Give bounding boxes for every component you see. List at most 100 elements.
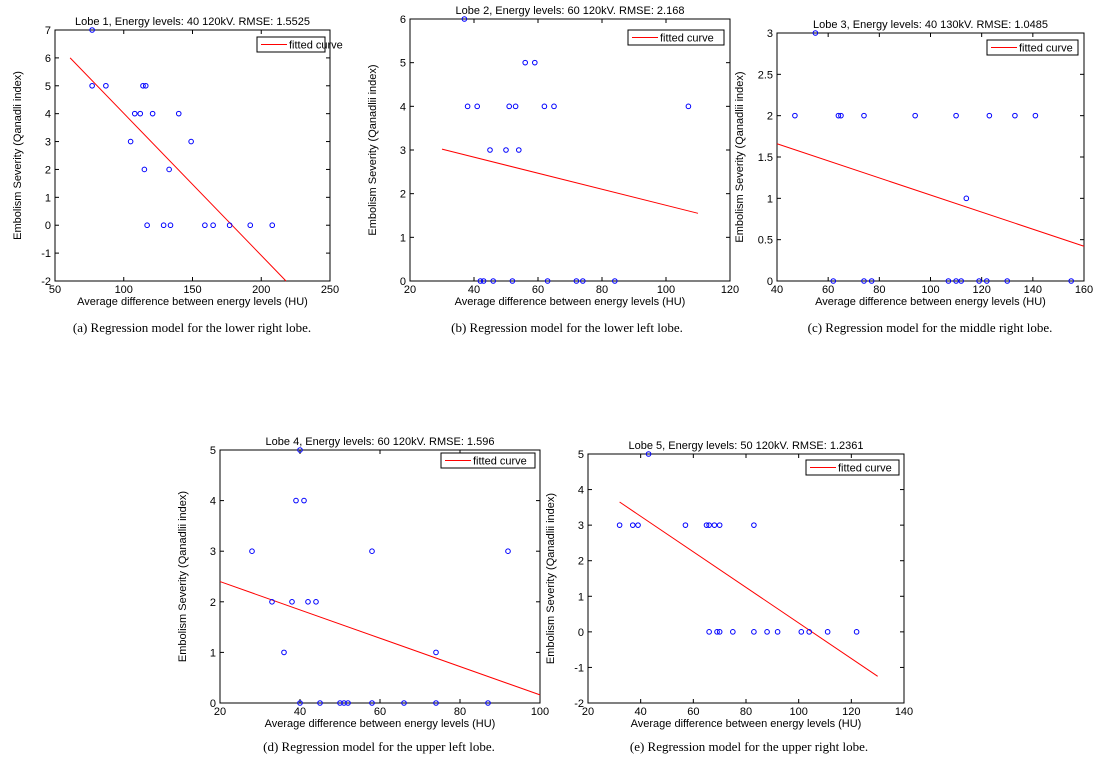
data-point: [506, 103, 513, 110]
data-point: [149, 110, 156, 117]
y-axis-label: Embolism Severity (Qanadlii index): [545, 493, 557, 664]
data-point: [369, 700, 375, 706]
data-point: [127, 138, 134, 145]
legend: fitted curve: [805, 459, 900, 476]
data-point: [313, 599, 319, 605]
data-point: [544, 278, 551, 284]
data-point: [706, 629, 712, 635]
chart-title: Lobe 3, Energy levels: 40 130kV. RMSE: 1…: [813, 19, 1048, 31]
data-point: [963, 195, 970, 202]
data-point: [976, 278, 982, 284]
data-point: [297, 447, 303, 453]
chart-2: 20 40 60 80 100 120 0 1 2 3 4 5 6 Lobe 2, Energy leve…: [367, 5, 739, 335]
y-tick-label: 0.5: [758, 235, 773, 247]
data-point: [612, 278, 618, 284]
data-point: [141, 166, 148, 173]
x-axis-label: Average difference between energy levels…: [77, 296, 308, 308]
y-tick-label: 5: [45, 81, 51, 93]
data-point: [953, 278, 959, 284]
y-tick-label: 6: [45, 53, 51, 65]
data-point: [751, 629, 757, 635]
y-tick-label: 4: [400, 101, 406, 113]
fitted-curve-line: [69, 57, 287, 282]
y-tick-label: 3: [45, 137, 51, 149]
y-tick-label: 6: [400, 14, 406, 26]
x-tick-label: 120: [972, 284, 990, 296]
legend-box: [256, 36, 326, 53]
y-tick-label: 0: [400, 276, 406, 288]
data-point: [269, 222, 276, 229]
data-point: [341, 700, 347, 706]
data-point: [682, 522, 689, 528]
chart-title: Lobe 1, Energy levels: 40 120kV. RMSE: 1…: [75, 16, 310, 28]
x-tick-label: 40: [635, 706, 647, 718]
y-tick-label: 3: [578, 520, 584, 532]
data-point: [685, 103, 692, 110]
legend-label: fitted curve: [660, 33, 714, 45]
data-point: [490, 278, 497, 284]
y-tick-label: 2: [767, 111, 773, 123]
data-point: [202, 222, 208, 229]
plot-frame: [219, 449, 541, 704]
chart-3: 40 60 80 100 120 140 160 0 0.5 1 1.5 2 2.5 3 Lobe 3, E…: [734, 19, 1093, 335]
data-point: [464, 103, 471, 110]
data-point: [505, 548, 511, 555]
x-tick-label: 100: [531, 706, 549, 718]
x-tick-label: 20: [582, 706, 594, 718]
x-tick-label: 60: [687, 706, 699, 718]
data-point: [301, 497, 307, 504]
data-point: [89, 27, 95, 33]
y-tick-label: 2.5: [758, 69, 773, 81]
data-point: [806, 629, 813, 635]
data-point: [645, 451, 652, 457]
x-tick-label: 60: [822, 284, 834, 296]
data-point: [474, 103, 481, 110]
y-tick-label: 4: [210, 496, 216, 508]
data-point: [616, 522, 623, 528]
data-point: [487, 147, 493, 153]
data-point: [247, 222, 254, 229]
x-tick-label: 140: [1024, 284, 1042, 296]
y-tick-label: 3: [210, 546, 216, 558]
x-tick-label: 120: [721, 284, 739, 296]
data-point: [958, 278, 965, 284]
legend-box: [986, 39, 1079, 56]
chart-title: Lobe 2, Energy levels: 60 120kV. RMSE: 2…: [456, 5, 685, 17]
y-axis-label: Embolism Severity (Qanadlii index): [177, 491, 189, 662]
data-point: [142, 82, 149, 89]
chart-title: Lobe 4, Energy levels: 60 120kV. RMSE: 1…: [266, 436, 495, 448]
y-tick-label: -1: [574, 662, 584, 674]
data-point: [509, 278, 516, 284]
figure-caption: (a) Regression model for the lower right…: [73, 320, 311, 335]
y-tick-label: -1: [41, 248, 51, 260]
data-point: [1068, 278, 1075, 284]
data-point: [1012, 112, 1018, 119]
data-point: [714, 629, 720, 635]
x-tick-label: 50: [49, 284, 61, 296]
x-tick-label: 200: [252, 284, 270, 296]
legend-label: fitted curve: [1019, 43, 1073, 55]
y-tick-label: 1.5: [758, 152, 773, 164]
data-point: [730, 629, 736, 635]
y-tick-label: 2: [210, 597, 216, 609]
data-point: [716, 522, 723, 528]
data-point: [706, 522, 712, 528]
fitted-curve-line: [441, 148, 699, 214]
x-tick-label: 40: [468, 284, 480, 296]
data-point: [551, 103, 557, 110]
plot-frame: [54, 29, 331, 282]
chart-5: 20 40 60 80 100 120 140 -2 -1 0 1 2 3 4 5 Lobe 5, Energ…: [545, 440, 913, 754]
data-point: [945, 278, 952, 284]
data-point: [798, 629, 805, 635]
legend-box: [440, 452, 536, 469]
x-tick-label: 80: [596, 284, 608, 296]
data-point: [1032, 112, 1039, 119]
data-point: [137, 110, 144, 117]
data-point: [167, 222, 174, 229]
data-point: [166, 166, 172, 173]
y-tick-label: 3: [767, 28, 773, 40]
data-point: [703, 522, 710, 528]
x-tick-label: 80: [873, 284, 885, 296]
plot-frame: [776, 32, 1085, 282]
y-tick-label: 2: [45, 164, 51, 176]
